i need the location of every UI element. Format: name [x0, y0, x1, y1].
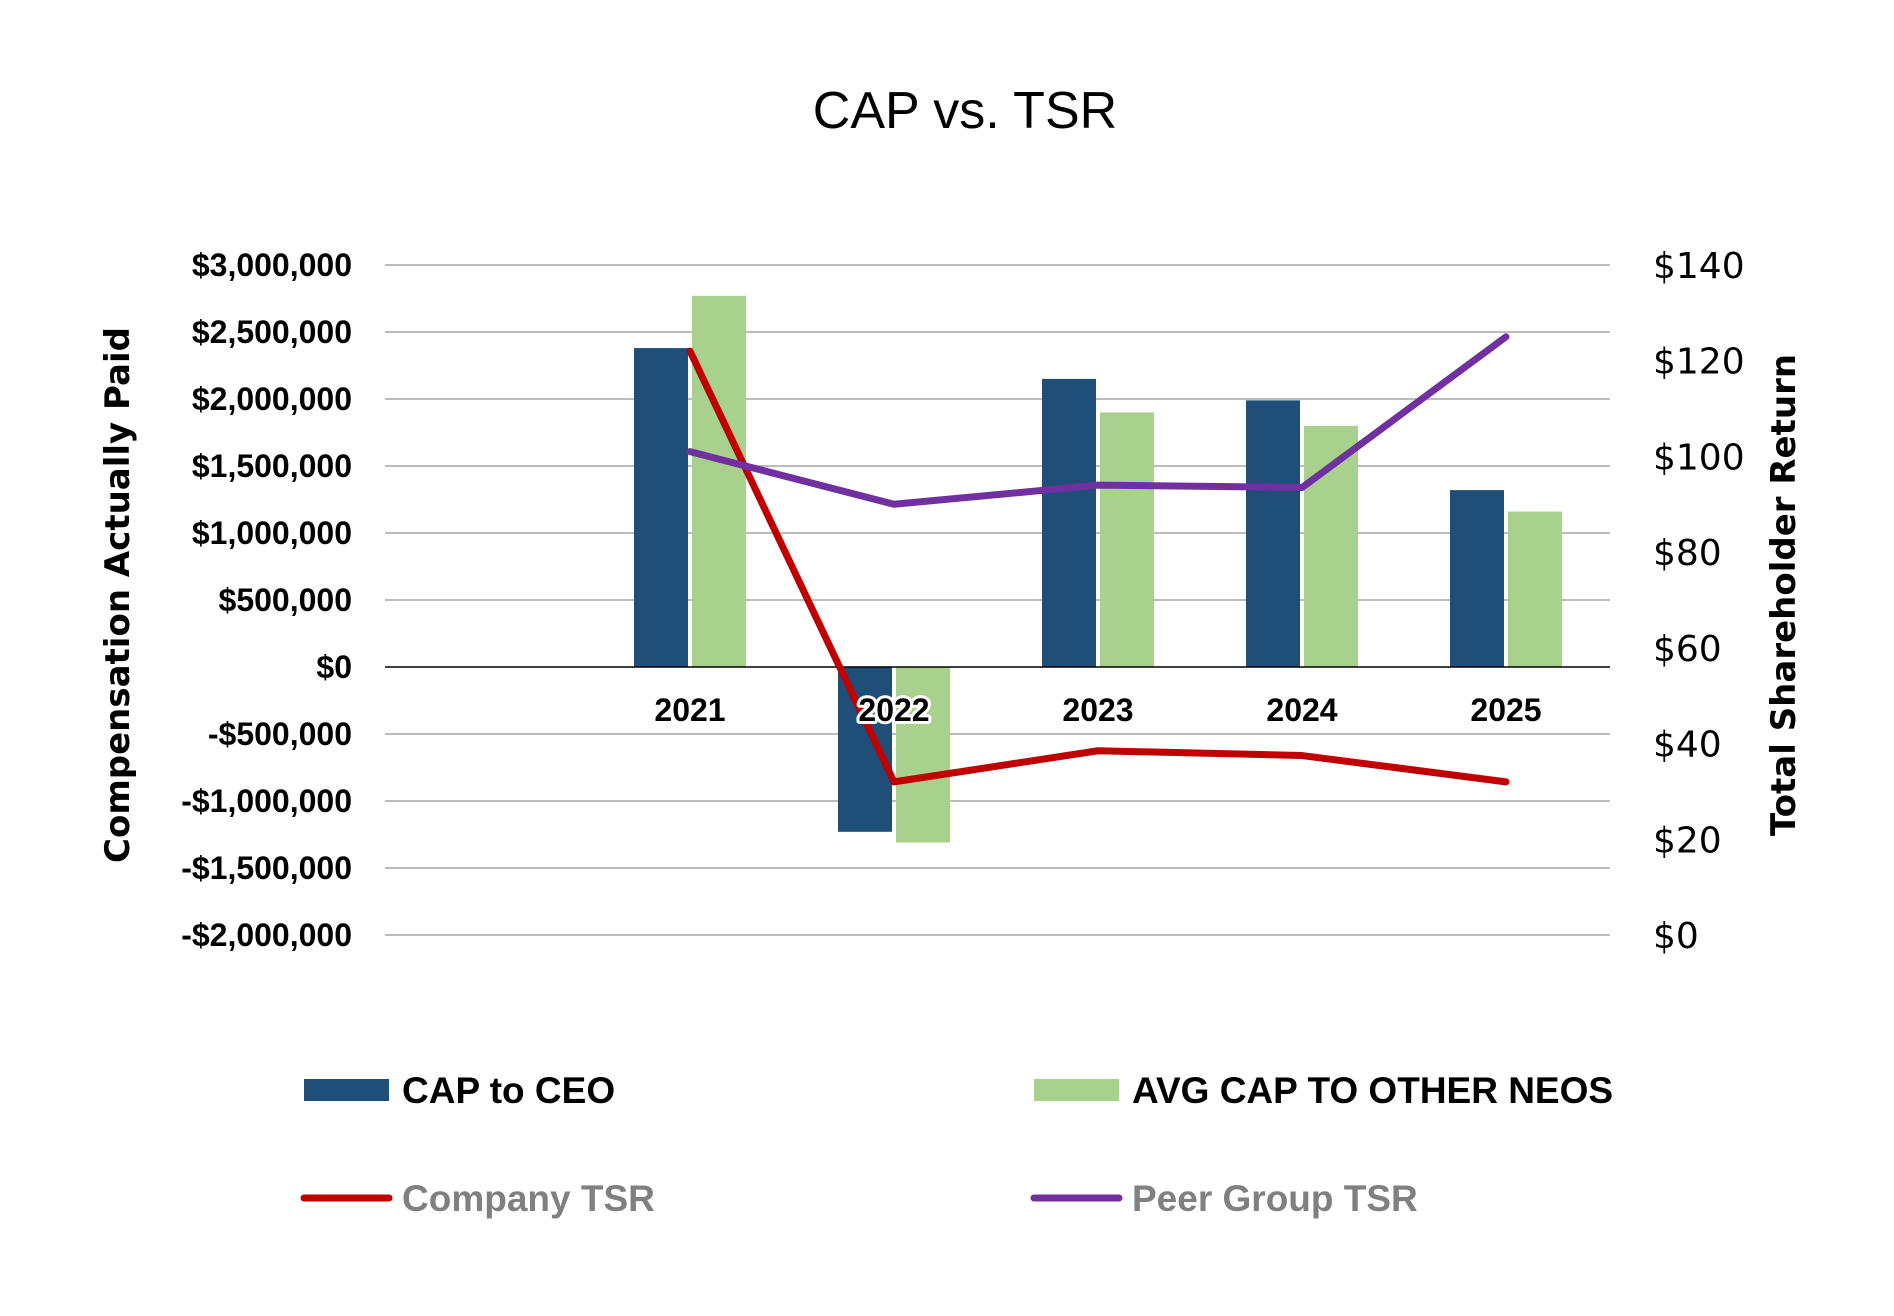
legend-swatch-avg-cap-other-neos — [1034, 1079, 1119, 1101]
legend-swatch-cap-to-ceo — [304, 1079, 389, 1101]
right-tick-label: $100 — [1653, 437, 1745, 478]
bar-cap-to-ceo-2021 — [634, 348, 688, 667]
bar-avg-cap-other-neos-2025 — [1508, 511, 1562, 667]
left-tick-label: $3,000,000 — [192, 247, 352, 283]
left-tick-label: $2,000,000 — [192, 381, 352, 417]
x-tick-label-2022: 2022 — [858, 692, 929, 728]
tsr-lines — [686, 333, 1510, 786]
bar-avg-cap-other-neos-2021 — [692, 295, 746, 667]
x-tick-label-2025: 2025 — [1470, 692, 1541, 728]
left-axis-ticks: $3,000,000 $2,500,000 $2,000,000 $1,500,000… — [181, 247, 352, 953]
right-axis-ticks: $140 $120 $100 $80 $60 $40 $20 $0 — [1653, 246, 1745, 957]
bar-avg-cap-other-neos-2022 — [896, 667, 950, 843]
left-tick-label: $1,500,000 — [192, 448, 352, 484]
legend-label-avg-cap-other-neos: AVG CAP TO OTHER NEOS — [1132, 1070, 1613, 1111]
chart-title: CAP vs. TSR — [813, 82, 1117, 140]
right-tick-label: $80 — [1653, 533, 1722, 574]
line-peer-group-tsr — [686, 333, 1510, 508]
x-axis-ticks: 2021 2022 2023 2024 2025 — [651, 689, 1544, 731]
left-tick-label: $500,000 — [219, 582, 352, 618]
right-tick-label: $140 — [1653, 246, 1745, 287]
left-tick-label: -$2,000,000 — [181, 917, 352, 953]
bar-cap-to-ceo-2023 — [1042, 378, 1096, 667]
x-tick-label-2021: 2021 — [654, 692, 725, 728]
legend-label-cap-to-ceo: CAP to CEO — [402, 1070, 615, 1111]
right-tick-label: $60 — [1653, 629, 1722, 670]
x-tick-label-2024: 2024 — [1266, 692, 1337, 728]
right-tick-label: $40 — [1653, 725, 1722, 766]
right-tick-label: $120 — [1653, 342, 1745, 383]
legend-label-peer-group-tsr: Peer Group TSR — [1132, 1178, 1418, 1219]
bars — [634, 295, 1562, 843]
right-tick-label: $20 — [1653, 820, 1722, 861]
bar-avg-cap-other-neos-2023 — [1100, 412, 1154, 667]
bar-cap-to-ceo-2025 — [1450, 490, 1504, 667]
left-tick-label: $0 — [316, 649, 352, 685]
left-axis-label: Compensation Actually Paid — [98, 327, 138, 863]
right-tick-label: $0 — [1653, 916, 1699, 957]
left-tick-label: -$1,500,000 — [181, 850, 352, 886]
gridlines — [385, 264, 1610, 936]
left-tick-label: $2,500,000 — [192, 314, 352, 350]
left-tick-label: -$1,000,000 — [181, 783, 352, 819]
left-tick-label: $1,000,000 — [192, 515, 352, 551]
right-axis-label: Total Shareholder Return — [1764, 354, 1804, 836]
x-tick-label-2023: 2023 — [1062, 692, 1133, 728]
left-tick-label: -$500,000 — [208, 716, 352, 752]
bar-cap-to-ceo-2022 — [838, 667, 892, 832]
legend-label-company-tsr: Company TSR — [402, 1178, 655, 1219]
bar-cap-to-ceo-2024 — [1246, 400, 1300, 667]
line-company-tsr — [686, 347, 1510, 786]
legend: CAP to CEO AVG CAP TO OTHER NEOS Company… — [300, 1070, 1613, 1219]
